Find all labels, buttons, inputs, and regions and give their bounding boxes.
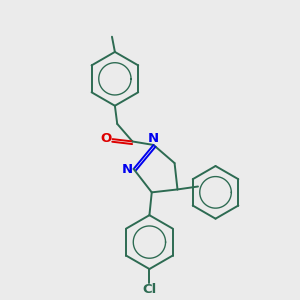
Text: O: O bbox=[100, 132, 112, 145]
Text: Cl: Cl bbox=[142, 283, 157, 296]
Text: N: N bbox=[122, 163, 133, 176]
Text: N: N bbox=[148, 132, 159, 145]
